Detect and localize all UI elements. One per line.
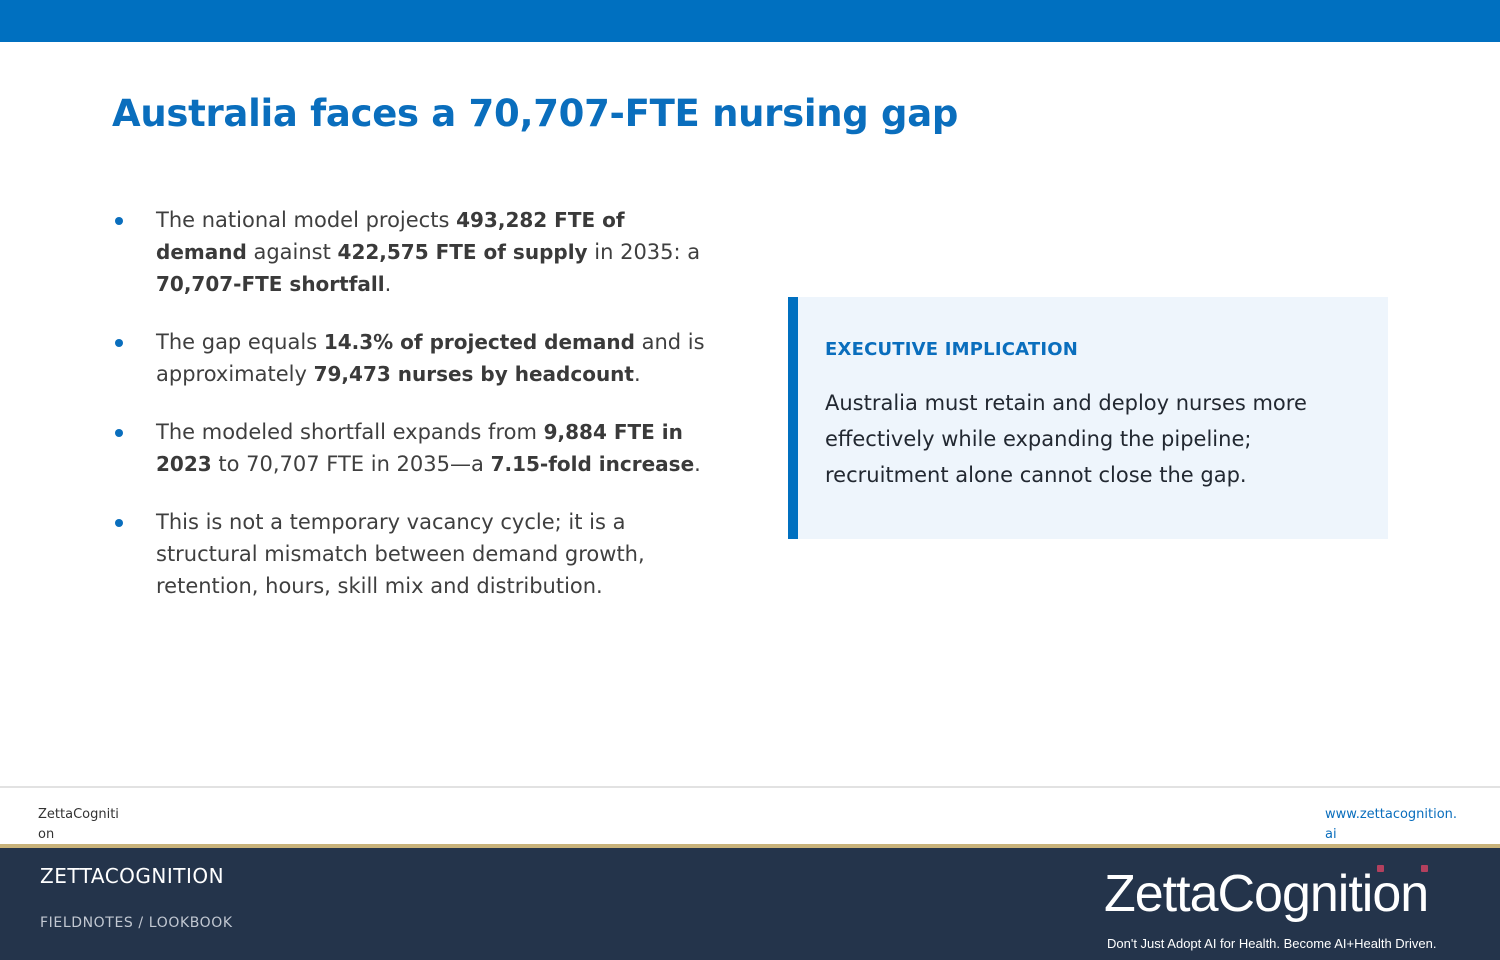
slide-title: Australia faces a 70,707-FTE nursing gap [112,92,959,135]
bullet-dot [115,429,123,437]
bullet-text: The modeled shortfall expands from 9,884… [156,420,701,476]
logo-tagline: Don't Just Adopt AI for Health. Become A… [1107,936,1437,951]
bullet-emphasis: 7.15-fold increase [490,452,695,476]
bullet-run: This is not a temporary vacancy cycle; i… [156,510,645,598]
executive-implication-callout: EXECUTIVE IMPLICATION Australia must ret… [788,297,1388,539]
footer-website-link[interactable]: www.zettacognition.ai [1325,807,1458,842]
gold-divider [0,844,1500,848]
logo-wordmark: ZettaCognition [1104,865,1429,923]
bullet-text: The national model projects 493,282 FTE … [156,208,700,296]
brand-band: ZETTACOGNITION FIELDNOTES / LOOKBOOK Zet… [0,848,1500,960]
bullet-run: against [246,240,338,264]
bullet-run: . [633,362,641,386]
zettacognition-logo: ZettaCognition Don't Just Adopt AI for H… [1104,862,1464,954]
bullet-run: The national model projects [156,208,457,232]
bullet-emphasis: 422,575 FTE of supply [337,240,588,264]
bullet-item: The modeled shortfall expands from 9,884… [112,416,722,480]
callout-accent-bar [788,297,798,539]
bullet-run: and is approximately [156,330,705,386]
callout-text: Australia must retain and deploy nurses … [825,391,1307,487]
footer-divider [0,786,1500,788]
bullet-run: . [384,272,392,296]
bullet-emphasis: 9,884 FTE in 2023 [156,420,683,476]
brand-name: ZETTACOGNITION [40,864,225,888]
bullet-item: The gap equals 14.3% of projected demand… [112,326,722,390]
bullet-item: This is not a temporary vacancy cycle; i… [112,506,722,602]
bullet-emphasis: 14.3% of projected demand [323,330,635,354]
bullet-text: The gap equals 14.3% of projected demand… [156,330,705,386]
bullet-run: . [694,452,701,476]
bullet-dot [115,217,123,225]
callout-heading: EXECUTIVE IMPLICATION [825,339,1079,360]
bullet-dot [115,339,123,347]
logo-dot [1421,865,1428,872]
bullet-run: in 2035: a [587,240,701,264]
footer-company-name: ZettaCognition [38,807,119,842]
bullet-text: This is not a temporary vacancy cycle; i… [156,510,645,598]
bullet-run: The modeled shortfall expands from [156,420,544,444]
bullet-run: The gap equals [156,330,324,354]
bullet-run: to 70,707 FTE in 2035—a [211,452,491,476]
brand-breadcrumb: FIELDNOTES / LOOKBOOK [40,915,233,931]
key-points-list: The national model projects 493,282 FTE … [112,204,722,602]
bullet-dot [115,519,123,527]
bullet-emphasis: 493,282 FTE of demand [156,208,625,264]
logo-dot [1377,865,1384,872]
bullet-emphasis: 79,473 nurses by headcount [313,362,634,386]
bullet-emphasis: 70,707-FTE shortfall [156,272,385,296]
bullet-item: The national model projects 493,282 FTE … [112,204,722,300]
top-accent-bar [0,0,1500,42]
